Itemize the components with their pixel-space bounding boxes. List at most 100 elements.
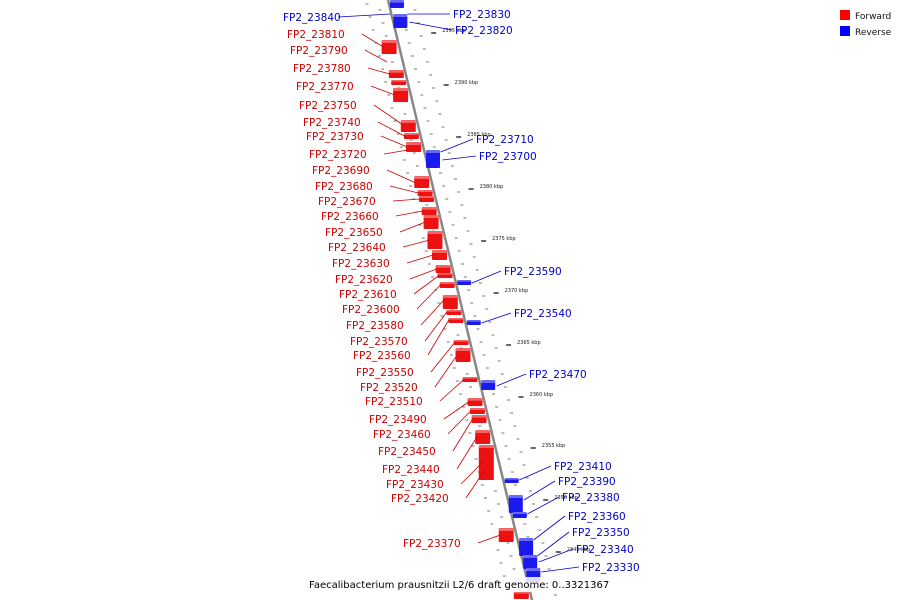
leader-line [481,312,512,324]
gene-label-forward: FP2_23810 [287,29,345,41]
leader-line [439,379,464,402]
leader-line [380,135,408,148]
gene-label-forward: FP2_23680 [315,181,373,193]
leader-line [533,515,566,541]
gene-layer [381,0,541,599]
gene-label-forward: FP2_23570 [350,336,408,348]
forward-gene-glyph [439,282,455,288]
forward-gene-glyph [388,70,404,78]
reverse-gene-glyph [457,280,472,285]
leader-line [364,49,388,63]
leader-line [337,13,391,18]
gene-label-forward: FP2_23630 [332,258,390,270]
reverse-gene-glyph [523,555,538,569]
forward-gene-glyph [414,176,430,188]
forward-gene-glyph [467,398,483,406]
forward-gene-glyph [453,340,469,345]
forward-gene-glyph [442,295,458,309]
leader-line [430,342,455,373]
gene-label-reverse: FP2_23390 [558,476,616,488]
leader-line [541,566,580,573]
forward-gene-glyph [478,445,494,480]
gene-label-forward: FP2_23550 [356,367,414,379]
gene-label-forward: FP2_23770 [296,81,354,93]
gene-label-forward: FP2_23440 [382,464,440,476]
legend-swatch-forward [840,10,850,20]
gene-label-forward: FP2_23510 [365,396,423,408]
gene-label-reverse: FP2_23330 [582,562,640,574]
forward-gene-glyph [400,120,416,132]
gene-label-forward: FP2_23420 [391,493,449,505]
leader-line [465,469,486,499]
leader-line [413,275,439,295]
forward-gene-glyph [423,215,439,229]
gene-label-forward: FP2_23730 [306,131,364,143]
reverse-gene-glyph [393,14,408,28]
leader-line [389,185,419,194]
gene-label-forward: FP2_23740 [303,117,361,129]
gene-label-forward: FP2_23460 [373,429,431,441]
legend: Forward Reverse [840,10,892,38]
leader-line [538,548,574,563]
scale-tick-label: 2395 kbp [442,28,466,34]
leader-line [460,461,484,485]
leader-line [523,480,556,501]
gene-label-forward: FP2_23490 [369,414,427,426]
scale-tick-label: 2390 kbp [455,80,479,86]
forward-gene-glyph [455,348,471,362]
leader-line [373,104,402,125]
gene-label-forward: FP2_23610 [339,289,397,301]
gene-label-reverse: FP2_23470 [529,369,587,381]
leader-line [399,221,426,233]
leader-line [420,299,445,326]
gene-label-reverse: FP2_23540 [514,308,572,320]
forward-gene-glyph [475,430,491,444]
leader-line [527,496,560,515]
reverse-gene-glyph [466,320,481,325]
gene-label-forward: FP2_23720 [309,149,367,161]
leader-line [409,21,453,31]
forward-gene-glyph [513,591,529,599]
gene-label-reverse: FP2_23590 [504,266,562,278]
gene-label-reverse: FP2_23380 [562,492,620,504]
gene-label-forward: FP2_23650 [325,227,383,239]
leader-line [370,85,395,96]
gene-label-forward: FP2_23600 [342,304,400,316]
forward-gene-glyph [462,377,478,382]
scale-tick-label: 2380 kbp [480,184,504,190]
leader-line [395,210,423,217]
leader-line [440,138,474,153]
gene-label-forward: FP2_23750 [299,100,357,112]
reverse-gene-glyph [390,0,404,8]
leader-line [456,436,478,470]
reverse-gene-glyph [519,538,534,556]
gene-label-reverse: FP2_23710 [476,134,534,146]
reverse-gene-glyph [481,380,496,390]
leader-line [477,534,501,544]
caption-background [306,577,598,592]
gene-label-reverse: FP2_23350 [572,527,630,539]
scale-tick-label: 2375 kbp [492,236,516,242]
forward-gene-glyph [432,250,447,260]
leader-line [367,67,390,75]
scale-tick-label: 2350 kbp [554,495,578,501]
leader-line [361,33,384,48]
leader-line [386,169,417,184]
leader-line [406,254,434,264]
reverse-gene-glyph [426,150,440,168]
forward-gene-glyph [403,133,419,139]
gene-label-forward: FP2_23670 [318,196,376,208]
gene-label-reverse: FP2_23700 [479,151,537,163]
leader-line [409,268,437,280]
forward-gene-glyph [471,415,487,423]
leader-line [392,198,420,202]
leader-line [471,270,502,284]
forward-gene-glyph [446,310,462,315]
legend-label-reverse: Reverse [855,28,892,38]
genome-caption: Faecalibacterium prausnitzii L2/6 draft … [309,580,609,591]
scale-tick-label: 2385 kbp [467,132,491,138]
leader-line [383,149,409,155]
gene-label-forward: FP2_23620 [335,274,393,286]
forward-gene-glyph [437,273,453,278]
